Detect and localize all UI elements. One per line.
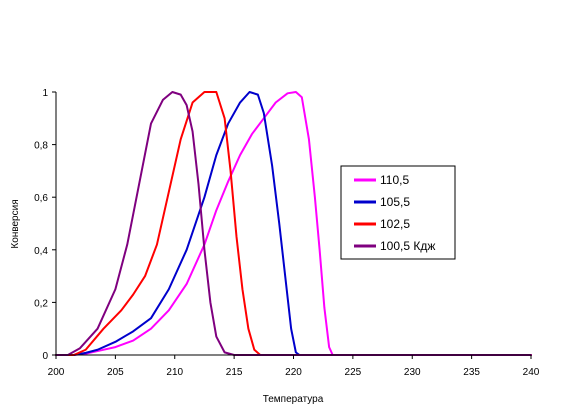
- x-tick-label-215: 215: [226, 367, 243, 378]
- y-axis-label: Конверсия: [10, 199, 21, 248]
- legend-items: 110,5 105,5 102,5 100,5 Кдж: [354, 173, 435, 253]
- series-line-0: [55, 91, 532, 356]
- x-tick-label-225: 225: [345, 367, 362, 378]
- x-tick-label-230: 230: [404, 367, 421, 378]
- x-tick-label-210: 210: [166, 367, 183, 378]
- x-tick-label-235: 235: [463, 367, 480, 378]
- legend-label-1: 105,5: [380, 195, 410, 209]
- x-tick-label-200: 200: [48, 367, 65, 378]
- series-layer: [55, 91, 532, 356]
- series-line-2: [55, 91, 532, 356]
- series-line-1: [55, 91, 532, 356]
- x-tick-label-240: 240: [523, 367, 540, 378]
- x-tick-label-220: 220: [285, 367, 302, 378]
- legend-label-0: 110,5: [380, 173, 409, 187]
- legend: 110,5 105,5 102,5 100,5 Кдж: [340, 165, 456, 260]
- axes-layer: [55, 92, 531, 356]
- x-tick-label-205: 205: [107, 367, 124, 378]
- y-tick-label-3: 0,6: [34, 193, 48, 204]
- x-axis-label: Температура: [263, 394, 324, 405]
- y-tick-label-1: 0,2: [34, 298, 48, 309]
- y-tick-label-2: 0,4: [34, 246, 48, 257]
- y-tick-label-0: 0: [42, 351, 48, 362]
- series-line-3: [55, 91, 532, 356]
- y-tick-label-5: 1: [42, 88, 48, 99]
- y-tick-label-4: 0,8: [34, 141, 48, 152]
- ticks-layer: 200 205 210 215 220 225 230 235 240 0 0,2 0,4 0,6 0,8…: [34, 88, 540, 378]
- legend-label-2: 102,5: [380, 217, 410, 231]
- legend-label-3: 100,5 Кдж: [380, 239, 435, 253]
